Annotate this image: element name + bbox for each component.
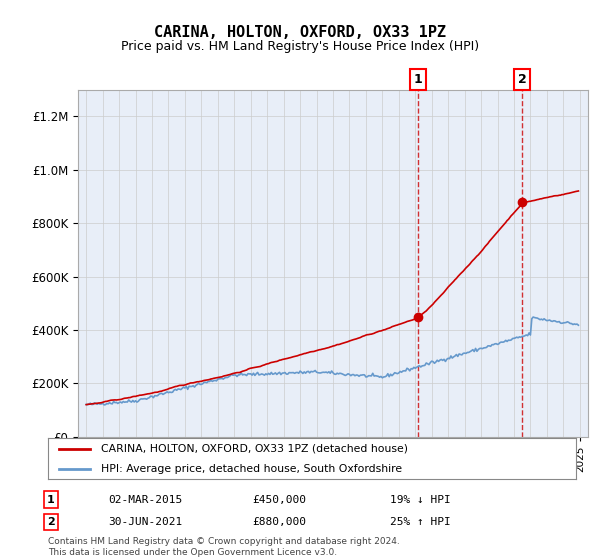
Text: 1: 1 <box>47 494 55 505</box>
Text: This data is licensed under the Open Government Licence v3.0.: This data is licensed under the Open Gov… <box>48 548 337 557</box>
Text: 25% ↑ HPI: 25% ↑ HPI <box>390 517 451 527</box>
Text: HPI: Average price, detached house, South Oxfordshire: HPI: Average price, detached house, Sout… <box>101 464 402 474</box>
Text: Price paid vs. HM Land Registry's House Price Index (HPI): Price paid vs. HM Land Registry's House … <box>121 40 479 53</box>
Text: 30-JUN-2021: 30-JUN-2021 <box>108 517 182 527</box>
Text: Contains HM Land Registry data © Crown copyright and database right 2024.: Contains HM Land Registry data © Crown c… <box>48 537 400 546</box>
Text: £880,000: £880,000 <box>252 517 306 527</box>
Text: 1: 1 <box>413 73 422 86</box>
Text: 2: 2 <box>47 517 55 527</box>
Text: CARINA, HOLTON, OXFORD, OX33 1PZ: CARINA, HOLTON, OXFORD, OX33 1PZ <box>154 25 446 40</box>
Text: CARINA, HOLTON, OXFORD, OX33 1PZ (detached house): CARINA, HOLTON, OXFORD, OX33 1PZ (detach… <box>101 444 408 454</box>
Text: 02-MAR-2015: 02-MAR-2015 <box>108 494 182 505</box>
Text: 2: 2 <box>518 73 527 86</box>
Text: £450,000: £450,000 <box>252 494 306 505</box>
Text: 19% ↓ HPI: 19% ↓ HPI <box>390 494 451 505</box>
